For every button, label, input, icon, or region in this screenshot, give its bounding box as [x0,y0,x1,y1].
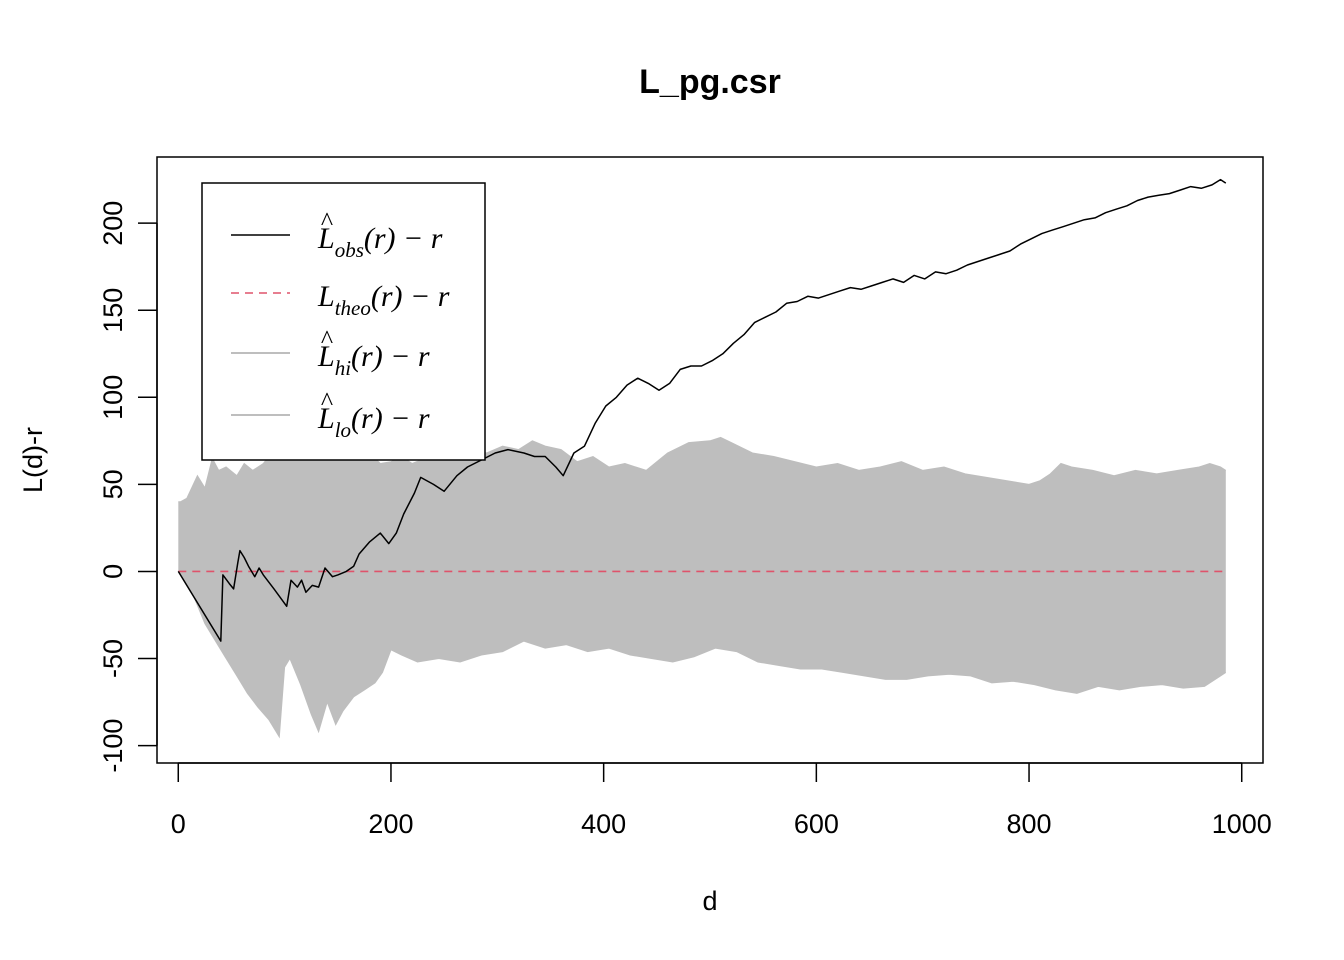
y-tick-label: -50 [98,639,128,678]
y-tick-label: 200 [98,201,128,246]
x-axis: 0 200 400 600 800 1000 [171,762,1272,839]
x-tick-label: 400 [581,809,626,839]
y-tick-label: 50 [98,469,128,499]
series-line-lo [177,571,1227,739]
legend-label-lo: Llo(r) − r [317,402,430,442]
legend-label-hi: Lhi(r) − r [317,340,430,380]
chart-title: L_pg.csr [639,63,781,101]
y-tick-label: -100 [98,719,128,773]
y-axis: -100 -50 0 50 100 150 200 [98,201,158,773]
legend-hat-obs: ^ [321,207,333,236]
x-axis-label: d [702,886,717,916]
envelope-area [178,437,1226,737]
legend-label-obs: Lobs(r) − r [317,222,443,262]
x-tick-label: 800 [1007,809,1052,839]
x-tick-label: 600 [794,809,839,839]
y-axis-label: L(d)-r [18,427,48,493]
legend-label-theo: Ltheo(r) − r [317,280,450,320]
series-line-obs [177,178,1227,642]
x-tick-label: 200 [368,809,413,839]
y-tick-label: 150 [98,288,128,333]
y-tick-label: 100 [98,375,128,420]
x-tick-label: 0 [171,809,186,839]
legend-hat-hi: ^ [321,325,333,354]
x-tick-label: 1000 [1212,809,1272,839]
legend-box [201,182,486,461]
legend-hat-lo: ^ [321,387,333,416]
y-tick-label: 0 [98,564,128,579]
series-lines [177,178,1227,642]
